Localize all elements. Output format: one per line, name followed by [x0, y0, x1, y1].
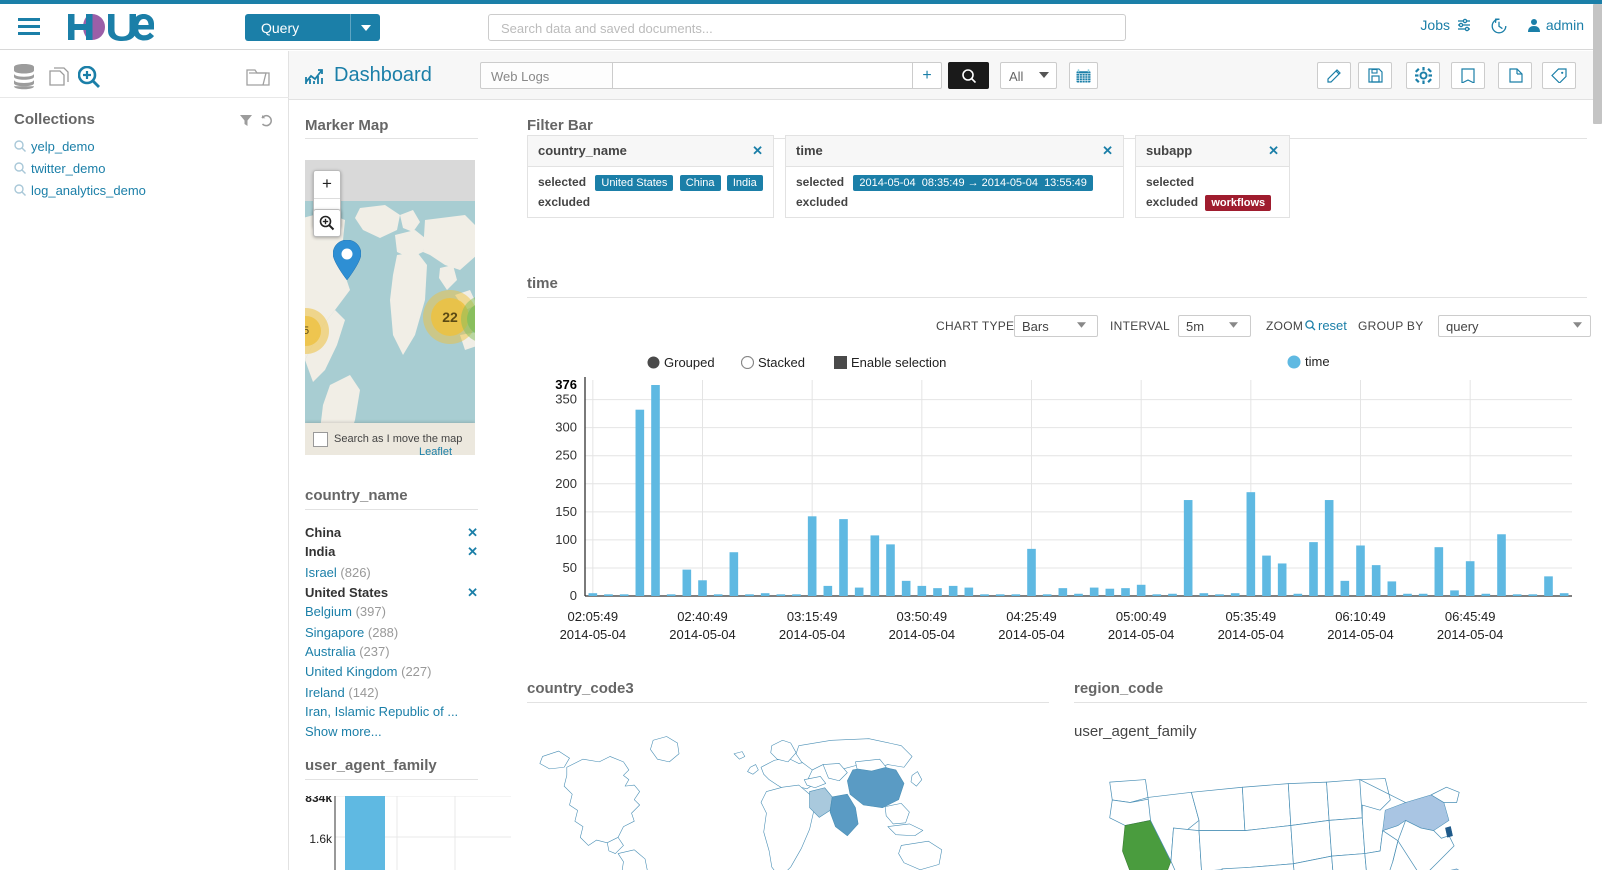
- svg-text:350: 350: [555, 392, 577, 407]
- svg-text:06:10:49: 06:10:49: [1335, 609, 1386, 624]
- svg-text:100: 100: [555, 532, 577, 547]
- svg-text:2014-05-04: 2014-05-04: [1327, 627, 1394, 642]
- svg-text:2014-05-04: 2014-05-04: [560, 627, 627, 642]
- svg-text:04:25:49: 04:25:49: [1006, 609, 1057, 624]
- svg-text:02:40:49: 02:40:49: [677, 609, 728, 624]
- svg-text:376: 376: [555, 377, 577, 392]
- svg-text:2014-05-04: 2014-05-04: [1108, 627, 1175, 642]
- svg-text:1.6k: 1.6k: [309, 832, 333, 846]
- svg-text:0: 0: [570, 588, 577, 603]
- svg-text:300: 300: [555, 420, 577, 435]
- svg-text:2014-05-04: 2014-05-04: [779, 627, 846, 642]
- svg-text:2014-05-04: 2014-05-04: [669, 627, 736, 642]
- svg-text:200: 200: [555, 476, 577, 491]
- svg-text:2014-05-04: 2014-05-04: [889, 627, 956, 642]
- svg-text:1.834k: 1.834k: [305, 796, 332, 805]
- svg-text:03:50:49: 03:50:49: [897, 609, 948, 624]
- svg-text:2014-05-04: 2014-05-04: [1437, 627, 1504, 642]
- svg-text:05:00:49: 05:00:49: [1116, 609, 1167, 624]
- svg-text:03:15:49: 03:15:49: [787, 609, 838, 624]
- svg-text:150: 150: [555, 504, 577, 519]
- svg-text:02:05:49: 02:05:49: [568, 609, 619, 624]
- svg-text:06:45:49: 06:45:49: [1445, 609, 1496, 624]
- svg-text:50: 50: [563, 560, 577, 575]
- svg-text:05:35:49: 05:35:49: [1226, 609, 1277, 624]
- svg-text:2014-05-04: 2014-05-04: [998, 627, 1065, 642]
- svg-text:2014-05-04: 2014-05-04: [1218, 627, 1285, 642]
- svg-text:250: 250: [555, 448, 577, 463]
